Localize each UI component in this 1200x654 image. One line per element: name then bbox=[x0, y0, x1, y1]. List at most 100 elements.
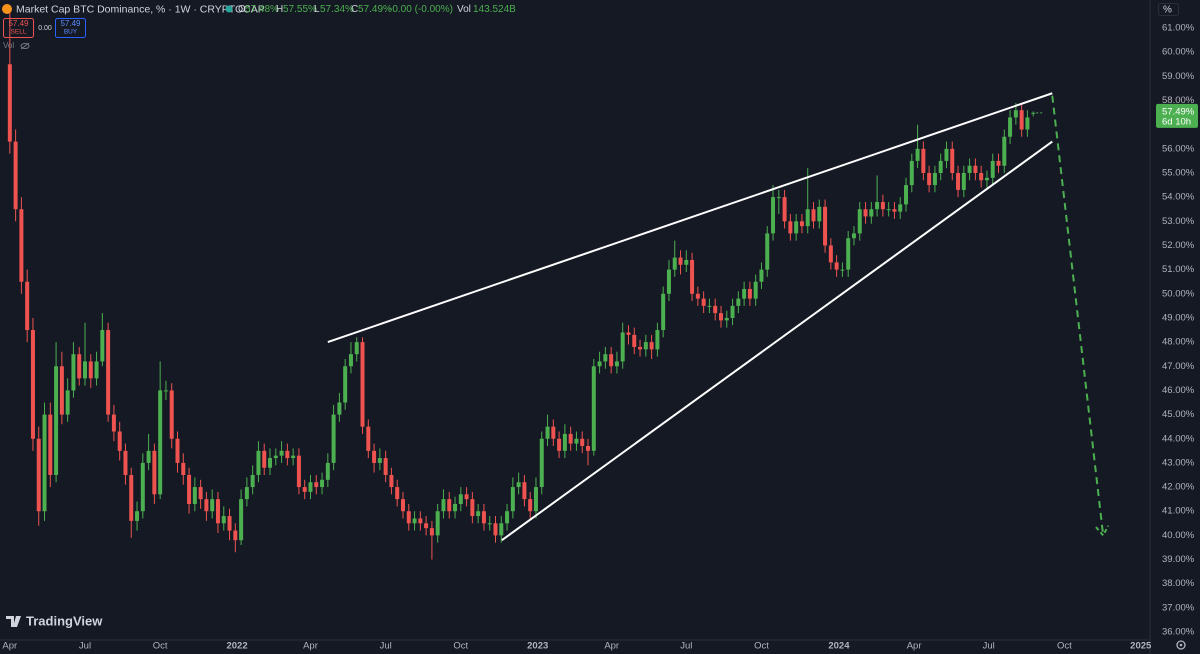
candle-body bbox=[626, 332, 631, 335]
candle-body bbox=[609, 354, 614, 367]
y-tick-label: 38.00% bbox=[1162, 578, 1195, 589]
candle-body bbox=[406, 511, 411, 524]
candle-body bbox=[979, 172, 984, 181]
x-tick-label: 2025 bbox=[1130, 641, 1152, 652]
candle-body bbox=[591, 366, 596, 451]
candle-body bbox=[701, 298, 706, 306]
candle-body bbox=[834, 262, 839, 270]
candle-body bbox=[82, 361, 87, 379]
buy-price[interactable]: 57.49 bbox=[60, 19, 81, 28]
candle-body bbox=[389, 474, 394, 488]
candle-body bbox=[325, 462, 330, 480]
candle-body bbox=[400, 499, 405, 512]
y-tick-label: 52.00% bbox=[1162, 240, 1195, 251]
candle-body bbox=[574, 438, 579, 444]
candle-body bbox=[59, 366, 64, 415]
plot-area bbox=[7, 8, 1110, 560]
candle-body bbox=[869, 209, 874, 217]
candle-body bbox=[759, 269, 764, 282]
candle-body bbox=[516, 482, 521, 488]
candle-body bbox=[1019, 110, 1024, 130]
y-tick-label: 53.00% bbox=[1162, 216, 1195, 227]
ohlc-value: 57.34% bbox=[320, 4, 354, 15]
settings-icon[interactable] bbox=[1176, 640, 1186, 650]
candle-body bbox=[586, 445, 591, 451]
volume-value: 143.524B bbox=[473, 4, 516, 15]
x-tick-label: Jul bbox=[983, 641, 995, 652]
volume-toggle[interactable]: Vol bbox=[3, 41, 14, 50]
candle-body bbox=[7, 64, 12, 142]
eye[interactable] bbox=[20, 43, 30, 49]
candle-body bbox=[210, 499, 215, 512]
candle-body bbox=[771, 197, 776, 234]
candle-body bbox=[348, 354, 353, 367]
candle-body bbox=[135, 511, 140, 521]
candle-body bbox=[828, 245, 833, 263]
candle-body bbox=[181, 462, 186, 475]
sell-label[interactable]: SELL bbox=[11, 29, 27, 36]
candle-body bbox=[684, 259, 689, 265]
candle-body bbox=[343, 366, 348, 403]
candle-body bbox=[158, 390, 163, 495]
candle-body bbox=[851, 233, 856, 239]
candle-body bbox=[377, 458, 382, 463]
eye-slash[interactable] bbox=[20, 42, 30, 50]
y-tick-label: 42.00% bbox=[1162, 482, 1195, 493]
x-tick-label: 2024 bbox=[828, 641, 850, 652]
candle-body bbox=[470, 499, 475, 517]
candle-body bbox=[366, 426, 371, 451]
sell-button[interactable]: 57.49 SELL bbox=[3, 18, 34, 38]
unit-box[interactable] bbox=[1158, 3, 1179, 16]
axis-unit[interactable]: % bbox=[1163, 5, 1172, 16]
candle-body bbox=[643, 342, 648, 350]
candle-body bbox=[250, 474, 255, 488]
candle-body bbox=[476, 511, 481, 517]
candle-body bbox=[776, 197, 781, 199]
candle-body bbox=[1013, 110, 1018, 118]
candle-body bbox=[539, 438, 544, 488]
candle-body bbox=[805, 209, 810, 227]
candle-body bbox=[360, 342, 365, 427]
candle-body bbox=[279, 450, 284, 456]
y-tick-label: 51.00% bbox=[1162, 264, 1195, 275]
candle-body bbox=[320, 479, 325, 488]
gear[interactable] bbox=[1176, 640, 1186, 650]
candle-body bbox=[857, 209, 862, 234]
candle-body bbox=[441, 499, 446, 512]
candle-body bbox=[880, 201, 885, 210]
candle-body bbox=[938, 160, 943, 173]
y-tick-label: 43.00% bbox=[1162, 457, 1195, 468]
candle-body bbox=[823, 206, 828, 246]
candle-body bbox=[77, 354, 82, 379]
candle-body bbox=[314, 482, 319, 488]
candle-body bbox=[499, 523, 504, 536]
projection-line bbox=[1051, 95, 1105, 536]
candle-body bbox=[551, 426, 556, 439]
candle-body bbox=[192, 487, 197, 504]
visibility-icon[interactable] bbox=[20, 42, 30, 50]
gear-center[interactable] bbox=[1179, 643, 1183, 647]
ohlc-value: 57.55% bbox=[283, 4, 317, 15]
y-tick-label: 37.00% bbox=[1162, 602, 1195, 613]
sell-box[interactable] bbox=[3, 18, 34, 38]
candle-body bbox=[718, 313, 723, 321]
buy-box[interactable] bbox=[55, 18, 86, 38]
candle-body bbox=[747, 288, 752, 299]
candle-body bbox=[846, 238, 851, 270]
candle-body bbox=[71, 354, 76, 391]
last-price-label: 57.49% bbox=[1162, 106, 1195, 117]
candle-body bbox=[736, 298, 741, 306]
projection-arrowhead bbox=[1095, 525, 1110, 538]
y-tick-label: 61.00% bbox=[1162, 23, 1195, 34]
y-tick-label: 58.00% bbox=[1162, 95, 1195, 106]
candle-body bbox=[990, 160, 995, 178]
candle-body bbox=[331, 414, 336, 463]
candle-body bbox=[886, 209, 891, 211]
y-tick-label: 40.00% bbox=[1162, 530, 1195, 541]
buy-button[interactable]: 57.49 BUY bbox=[55, 18, 86, 38]
buy-label[interactable]: BUY bbox=[64, 29, 78, 36]
x-tick-label: Oct bbox=[754, 641, 769, 652]
candle-body bbox=[666, 269, 671, 294]
candle-body bbox=[146, 450, 151, 463]
sell-price[interactable]: 57.49 bbox=[8, 19, 29, 28]
